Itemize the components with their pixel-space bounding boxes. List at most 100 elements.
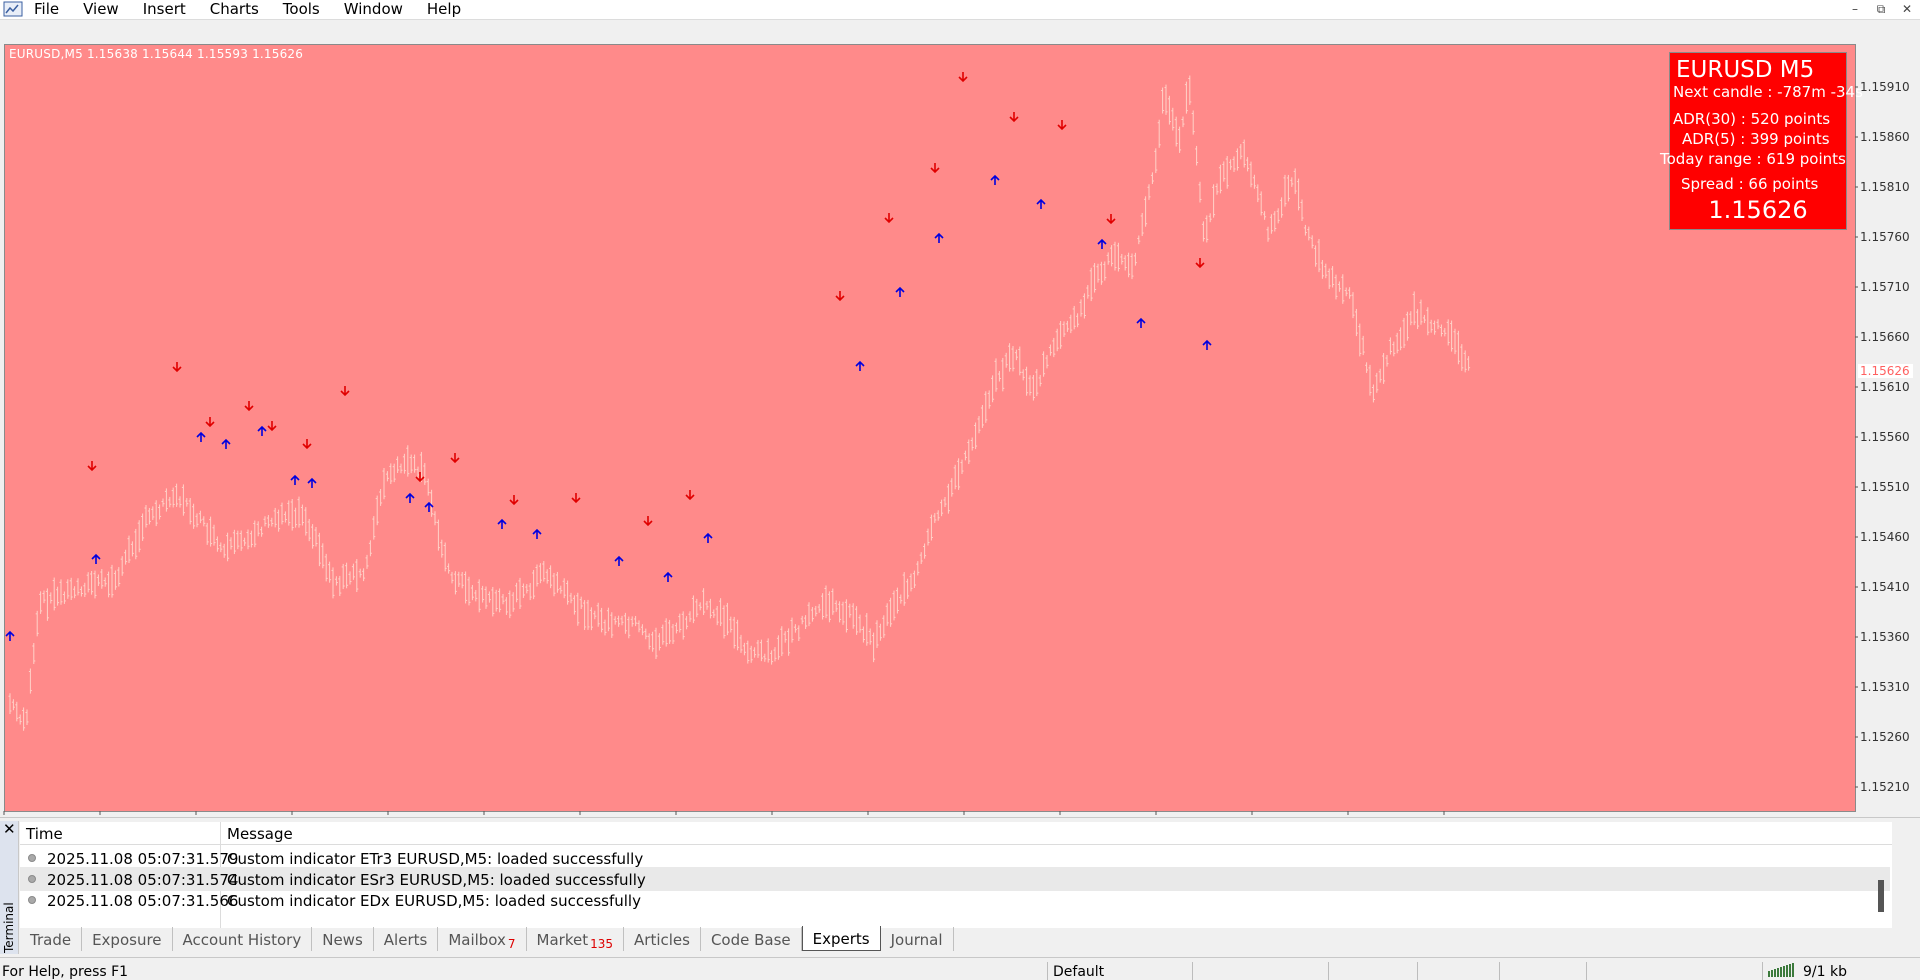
down-arrow-icon — [571, 493, 581, 504]
tab-exposure[interactable]: Exposure — [82, 927, 173, 951]
price-axis-label: 1.15460 — [1860, 530, 1910, 544]
menu-charts[interactable]: Charts — [209, 0, 259, 18]
tab-journal[interactable]: Journal — [881, 927, 954, 951]
adr5-text: ADR(5) : 399 points — [1682, 130, 1830, 148]
down-arrow-icon — [450, 453, 460, 464]
tab-label: Journal — [890, 931, 943, 949]
app-icon[interactable] — [3, 1, 23, 17]
up-arrow-icon — [855, 360, 865, 371]
menu-help[interactable]: Help — [426, 0, 462, 18]
close-icon[interactable]: ✕ — [3, 820, 16, 838]
tab-code-base[interactable]: Code Base — [701, 927, 802, 951]
terminal-tabs: Trade Exposure Account History News Alerts Ma… — [20, 926, 954, 951]
tab-label: Trade — [30, 931, 72, 949]
up-arrow-icon — [307, 477, 317, 488]
tab-alerts[interactable]: Alerts — [374, 927, 439, 951]
price-axis-label: 1.15210 — [1860, 780, 1910, 794]
status-divider — [1328, 962, 1329, 980]
down-arrow-icon — [172, 362, 182, 373]
down-arrow-icon — [87, 461, 97, 472]
tab-label: Exposure — [92, 931, 162, 949]
status-bar: For Help, press F1 Default 9/1 kb — [0, 957, 1920, 980]
price-axis-label: 1.15810 — [1860, 180, 1910, 194]
up-arrow-icon — [1202, 339, 1212, 350]
up-arrow-icon — [497, 518, 507, 529]
status-divider — [1762, 962, 1763, 980]
time-axis-label: 7 Nov 17:15 — [1252, 815, 1325, 817]
log-row[interactable]: 2025.11.08 05:07:31.566 Custom indicator … — [20, 888, 1890, 912]
down-arrow-icon — [835, 291, 845, 302]
time-axis-label: 7 Nov 07:15 — [772, 815, 845, 817]
up-arrow-icon — [91, 553, 101, 564]
price-axis-label: 1.15360 — [1860, 630, 1910, 644]
down-arrow-icon — [958, 72, 968, 83]
price-axis-label: 1.15560 — [1860, 430, 1910, 444]
up-arrow-icon — [703, 532, 713, 543]
price-axis-label: 1.15860 — [1860, 130, 1910, 144]
status-help-text: For Help, press F1 — [2, 964, 129, 980]
menu-insert[interactable]: Insert — [142, 0, 186, 18]
price-axis-label: 1.15310 — [1860, 680, 1910, 694]
down-arrow-icon — [643, 516, 653, 527]
up-arrow-icon — [196, 431, 206, 442]
tab-badge: 135 — [590, 937, 614, 951]
price-axis-label: 1.15910 — [1860, 80, 1910, 94]
time-axis-label: 7 Nov 01:15 — [484, 815, 557, 817]
tab-news[interactable]: News — [312, 927, 374, 951]
up-arrow-icon — [895, 286, 905, 297]
terminal-label: Terminal — [2, 902, 16, 953]
log-time: 2025.11.08 05:07:31.574 — [47, 871, 239, 889]
up-arrow-icon — [424, 501, 434, 512]
time-axis-label: 7 Nov 13:15 — [1060, 815, 1133, 817]
time-axis-label: 7 Nov 21:15 — [1444, 815, 1517, 817]
tab-label: Market — [536, 931, 589, 949]
log-row[interactable]: 2025.11.08 05:07:31.579 Custom indicator … — [20, 846, 1890, 870]
chart-plot-area[interactable] — [4, 44, 1856, 812]
tab-label: Articles — [634, 931, 690, 949]
up-arrow-icon — [1097, 238, 1107, 249]
current-price-display: 1.15626 — [1708, 196, 1808, 224]
tab-account-history[interactable]: Account History — [173, 927, 313, 951]
status-profile: Default — [1053, 964, 1105, 980]
menu-view[interactable]: View — [83, 0, 119, 18]
time-axis-label: 7 Nov 11:15 — [964, 815, 1037, 817]
status-divider — [1499, 962, 1500, 980]
time-axis-label: 6 Nov 17:15 — [100, 815, 173, 817]
column-header-time[interactable]: Time — [26, 825, 63, 843]
time-axis-label: 6 Nov 2025 — [4, 815, 73, 817]
up-arrow-icon — [290, 474, 300, 485]
up-arrow-icon — [614, 555, 624, 566]
tab-experts[interactable]: Experts — [801, 926, 881, 951]
log-row[interactable]: 2025.11.08 05:07:31.574 Custom indicator … — [20, 867, 1890, 891]
restore-icon[interactable]: ⧉ — [1876, 2, 1886, 16]
down-arrow-icon — [205, 417, 215, 428]
tab-market[interactable]: Market 135 — [527, 927, 625, 951]
tab-label: Mailbox — [448, 931, 506, 949]
menu-bar: File View Insert Charts Tools Window Help – ⧉ ✕ — [0, 0, 1920, 20]
price-axis-label: 1.15760 — [1860, 230, 1910, 244]
menu-window[interactable]: Window — [343, 0, 403, 18]
status-traffic: 9/1 kb — [1803, 964, 1847, 980]
up-arrow-icon — [663, 571, 673, 582]
column-header-message[interactable]: Message — [227, 825, 293, 843]
tab-trade[interactable]: Trade — [20, 927, 83, 951]
up-arrow-icon — [221, 438, 231, 449]
chart-window: 1.15910 1.15860 1.15810 1.15760 1.15710 1.156… — [0, 20, 1920, 817]
tab-mailbox[interactable]: Mailbox 7 — [438, 927, 527, 951]
down-arrow-icon — [267, 421, 277, 432]
down-arrow-icon — [302, 439, 312, 450]
time-axis-label: 7 Nov 03:15 — [580, 815, 653, 817]
menu-file[interactable]: File — [34, 0, 60, 18]
log-message: Custom indicator ESr3 EURUSD,M5: loaded … — [227, 871, 646, 889]
up-arrow-icon — [5, 630, 15, 641]
connection-bars-icon[interactable] — [1766, 963, 1796, 977]
down-arrow-icon — [1057, 120, 1067, 131]
price-axis-label: 1.15260 — [1860, 730, 1910, 744]
time-axis-label: 7 Nov 05:15 — [676, 815, 749, 817]
minimize-icon[interactable]: – — [1852, 2, 1858, 16]
close-window-icon[interactable]: ✕ — [1901, 2, 1913, 16]
down-arrow-icon — [244, 401, 254, 412]
scrollbar-thumb[interactable] — [1878, 880, 1884, 912]
tab-articles[interactable]: Articles — [624, 927, 701, 951]
menu-tools[interactable]: Tools — [282, 0, 320, 18]
